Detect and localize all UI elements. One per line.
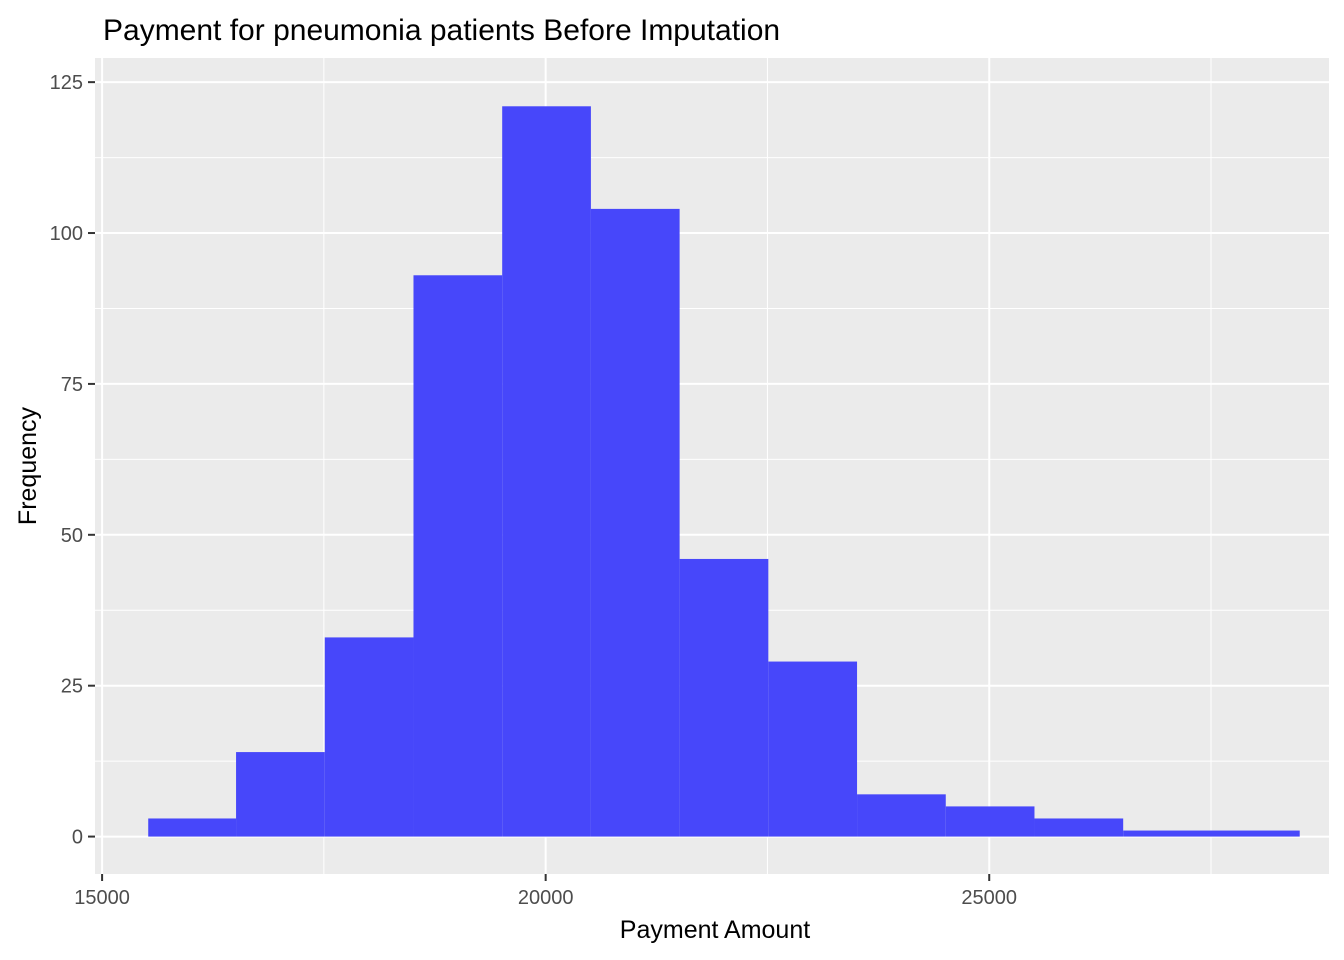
histogram-bar [148,818,237,837]
histogram-bar [1123,830,1300,837]
histogram-bar [413,275,503,837]
y-tick-label: 75 [61,374,83,396]
x-axis-title: Payment Amount [620,916,810,944]
histogram-bar [324,637,414,837]
histogram-bars [148,106,1300,837]
y-tick-label: 0 [72,827,83,849]
x-tick-label: 25000 [961,887,1017,909]
x-tick-label: 15000 [74,887,130,909]
y-axis: 0 25 50 75 100 125 [50,72,95,849]
histogram-bar [857,794,946,837]
y-tick-label: 100 [50,223,83,245]
histogram-bar [768,661,858,837]
x-axis: 15000 20000 25000 [74,874,1017,909]
histogram-bar [1034,818,1124,837]
y-tick-label: 25 [61,676,83,698]
y-tick-label: 50 [61,525,83,547]
y-axis-title: Frequency [14,406,42,525]
histogram-bar [236,752,325,837]
x-tick-label: 20000 [518,887,574,909]
histogram-bar [502,106,591,837]
y-tick-label: 125 [50,72,83,94]
chart-title: Payment for pneumonia patients Before Im… [103,14,780,47]
histogram-bar [590,208,680,837]
histogram-bar [945,806,1035,837]
histogram-bar [679,558,769,837]
